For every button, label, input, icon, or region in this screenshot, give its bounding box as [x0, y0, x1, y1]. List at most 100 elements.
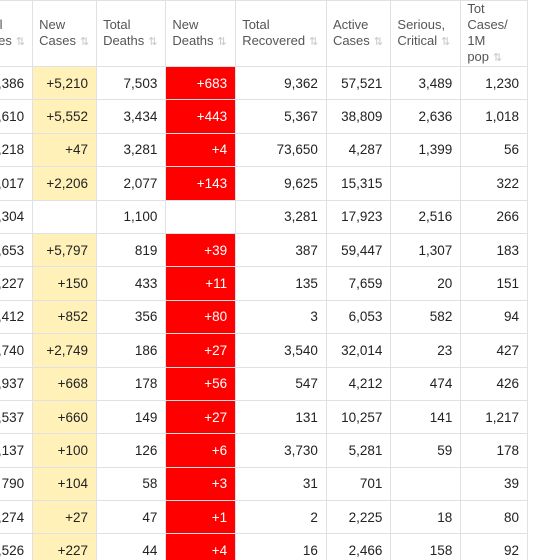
- cell-total-recovered: 387: [235, 232, 327, 268]
- column-header-serious-critical[interactable]: Serious, Critical ⇅: [390, 0, 462, 67]
- cell-total-recovered: 135: [235, 266, 327, 301]
- cell-active-cases: 7,659: [325, 266, 392, 301]
- column-header-total-deaths[interactable]: Total Deaths ⇅: [96, 0, 167, 67]
- cell-total-deaths: 7,503: [96, 65, 167, 101]
- cell-serious-critical: [390, 166, 462, 201]
- column-header-label: Active: [332, 17, 369, 32]
- cell-new-cases: +852: [32, 299, 98, 335]
- cell-total-recovered: 3,540: [235, 333, 327, 368]
- cell-new-cases: +5,552: [32, 99, 98, 134]
- cell-new-cases: +5,210: [32, 65, 98, 101]
- cell-tot-cases-per-1m: 39: [460, 466, 528, 502]
- cell-active-cases: 59,447: [325, 232, 392, 268]
- cell-total-cases: 2,526: [0, 533, 34, 560]
- cell-tot-cases-per-1m: 151: [460, 266, 528, 301]
- cell-total-cases: 27,017: [0, 166, 34, 201]
- cell-total-deaths: 3,434: [96, 99, 167, 134]
- cell-new-deaths: +80: [165, 299, 237, 335]
- cell-new-cases: +2,749: [32, 333, 98, 368]
- sort-icon[interactable]: ⇅: [493, 52, 503, 64]
- cell-tot-cases-per-1m: 94: [460, 299, 528, 335]
- cell-active-cases: 5,281: [325, 433, 392, 468]
- cell-total-deaths: 433: [96, 266, 167, 301]
- cell-new-deaths: +27: [165, 333, 237, 368]
- cell-new-deaths: +1: [165, 500, 237, 535]
- cell-tot-cases-per-1m: 1,217: [460, 399, 528, 435]
- column-header-label: Critical: [397, 33, 438, 48]
- cell-total-deaths: 44: [96, 533, 167, 560]
- cell-new-cases: +660: [32, 399, 98, 435]
- cell-total-deaths: 1,100: [96, 199, 167, 234]
- table-row: 790 +104 58 +3 31 701 39: [0, 466, 528, 502]
- column-header-total-recovered[interactable]: Total Recovered ⇅: [235, 0, 327, 67]
- cell-active-cases: 57,521: [325, 65, 392, 101]
- sort-icon[interactable]: ⇅: [217, 36, 227, 48]
- cell-total-cases: 81,218: [0, 132, 34, 168]
- sort-icon[interactable]: ⇅: [441, 36, 451, 48]
- cell-serious-critical: 23: [390, 333, 462, 368]
- sort-icon[interactable]: ⇅: [148, 36, 158, 48]
- sort-icon[interactable]: ⇅: [309, 36, 319, 48]
- cell-active-cases: 10,257: [325, 399, 392, 435]
- sort-icon[interactable]: ⇅: [80, 36, 90, 48]
- cell-new-deaths: +143: [165, 166, 237, 201]
- column-header-new-cases[interactable]: New Cases ⇅: [32, 0, 98, 67]
- cell-new-cases: +2,206: [32, 166, 98, 201]
- cell-total-cases: 2,274: [0, 500, 34, 535]
- cell-total-deaths: 58: [96, 466, 167, 502]
- sort-icon[interactable]: ⇅: [373, 36, 384, 48]
- cell-total-deaths: 126: [96, 433, 167, 468]
- covid-stats-table: TotalCases⇅NewCases⇅TotalDeaths⇅NewDeath…: [0, 0, 528, 560]
- cell-new-deaths: +4: [165, 533, 237, 560]
- column-header-total-cases[interactable]: TotalCases⇅: [0, 0, 34, 67]
- sort-icon[interactable]: ⇅: [15, 36, 26, 48]
- cell-total-deaths: 178: [96, 366, 167, 401]
- cell-serious-critical: 3,489: [390, 65, 462, 101]
- column-header-label: Serious,: [397, 17, 446, 32]
- cell-total-deaths: 149: [96, 399, 167, 435]
- cell-serious-critical: 2,516: [390, 199, 462, 234]
- cell-total-deaths: 2,077: [96, 166, 167, 201]
- cell-new-deaths: +27: [165, 399, 237, 435]
- cell-serious-critical: 1,399: [390, 132, 462, 168]
- table-row: 47,610+5,5523,434+4435,36738,8092,6361,0…: [0, 99, 528, 134]
- cell-total-deaths: 3,281: [96, 132, 167, 168]
- cell-new-deaths: +39: [165, 232, 237, 268]
- cell-total-cases: 790: [0, 466, 34, 502]
- cell-new-deaths: +56: [165, 366, 237, 401]
- cell-total-deaths: 186: [96, 333, 167, 368]
- cell-new-cases: +100: [32, 433, 98, 468]
- cell-new-deaths: +6: [165, 433, 237, 468]
- cell-tot-cases-per-1m: 426: [460, 366, 528, 401]
- cell-serious-critical: 1,307: [390, 232, 462, 268]
- table-body: 74,386+5,2107,503+6839,36257,5213,4891,2…: [0, 65, 528, 560]
- column-header-label: New: [39, 17, 66, 32]
- cell-serious-critical: 158: [390, 533, 462, 560]
- cell-total-deaths: 819: [96, 232, 167, 268]
- column-header-label: 1M pop: [467, 33, 490, 64]
- cell-total-cases: 74,386: [0, 65, 34, 101]
- column-header-tot-cases-per-1m[interactable]: Tot Cases/1M pop ⇅: [460, 0, 528, 67]
- cell-total-recovered: 3,281: [235, 199, 327, 234]
- cell-new-cases: [32, 199, 98, 234]
- cell-total-recovered: 547: [235, 366, 327, 401]
- cell-new-deaths: +4: [165, 132, 237, 168]
- cell-tot-cases-per-1m: 80: [460, 500, 528, 535]
- cell-new-deaths: +11: [165, 266, 237, 301]
- column-header-new-deaths[interactable]: New Deaths ⇅: [165, 0, 237, 67]
- column-header-label: Total: [0, 17, 3, 32]
- column-header-label: Deaths: [172, 33, 214, 48]
- cell-active-cases: 4,287: [325, 132, 392, 168]
- cell-new-cases: +27: [32, 500, 98, 535]
- cell-tot-cases-per-1m: 322: [460, 166, 528, 201]
- cell-total-deaths: 47: [96, 500, 167, 535]
- cell-total-recovered: 2: [235, 500, 327, 535]
- column-header-active-cases[interactable]: Active Cases ⇅: [325, 0, 392, 67]
